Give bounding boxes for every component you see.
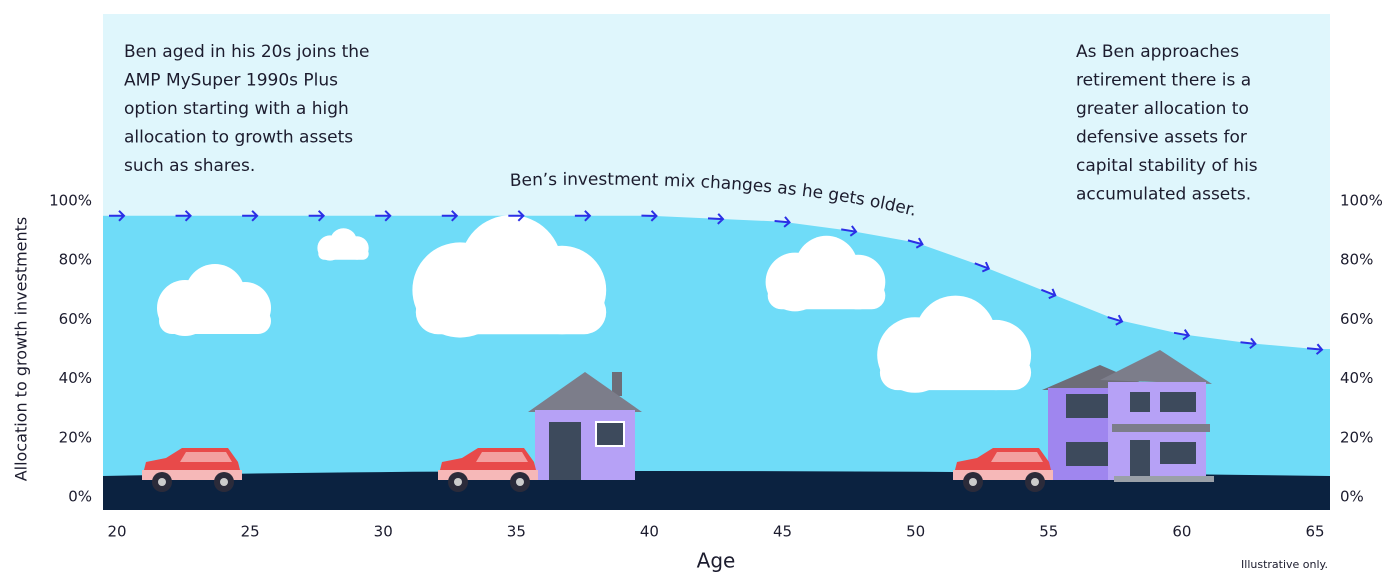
y-tick-label-right: 0% (1340, 488, 1364, 506)
annotation-line: retirement there is a (1076, 71, 1251, 91)
x-tick-label: 20 (107, 523, 126, 541)
y-axis-label: Allocation to growth investments (12, 217, 31, 482)
annotation-line: option starting with a high (124, 99, 349, 119)
x-axis-label: Age (697, 549, 736, 572)
x-tick-label: 55 (1039, 523, 1058, 541)
annotation-line: allocation to growth assets (124, 128, 353, 148)
x-tick-label: 25 (241, 523, 260, 541)
x-tick-label: 30 (374, 523, 393, 541)
annotation-line: AMP MySuper 1990s Plus (124, 71, 338, 91)
y-tick-label: 60% (59, 310, 92, 328)
annotation-line: defensive assets for (1076, 128, 1247, 148)
x-tick-label: 65 (1305, 523, 1324, 541)
y-tick-label: 100% (49, 192, 92, 210)
x-tick-label: 40 (640, 523, 659, 541)
footnote: Illustrative only. (1241, 558, 1328, 571)
y-tick-label: 80% (59, 251, 92, 269)
y-tick-label-right: 20% (1340, 428, 1373, 446)
y-tick-label-right: 60% (1340, 310, 1373, 328)
x-tick-label: 60 (1172, 523, 1191, 541)
chart: Ben aged in his 20s joins the AMP MySuper… (0, 0, 1384, 572)
x-tick-label: 50 (906, 523, 925, 541)
annotation-line: accumulated assets. (1076, 185, 1251, 205)
area-edge (103, 216, 117, 510)
y-tick-label-right: 80% (1340, 251, 1373, 269)
y-tick-label: 20% (59, 428, 92, 446)
annotation-line: such as shares. (124, 156, 255, 176)
x-tick-label: 35 (507, 523, 526, 541)
y-tick-label-right: 40% (1340, 369, 1373, 387)
y-tick-label: 40% (59, 369, 92, 387)
y-tick-label: 0% (68, 488, 92, 506)
annotation-line: As Ben approaches (1076, 42, 1239, 62)
annotation-line: Ben aged in his 20s joins the (124, 42, 370, 62)
y-tick-label-right: 100% (1340, 192, 1383, 210)
annotation-line: greater allocation to (1076, 99, 1249, 119)
annotation-line: capital stability of his (1076, 156, 1258, 176)
x-tick-label: 45 (773, 523, 792, 541)
